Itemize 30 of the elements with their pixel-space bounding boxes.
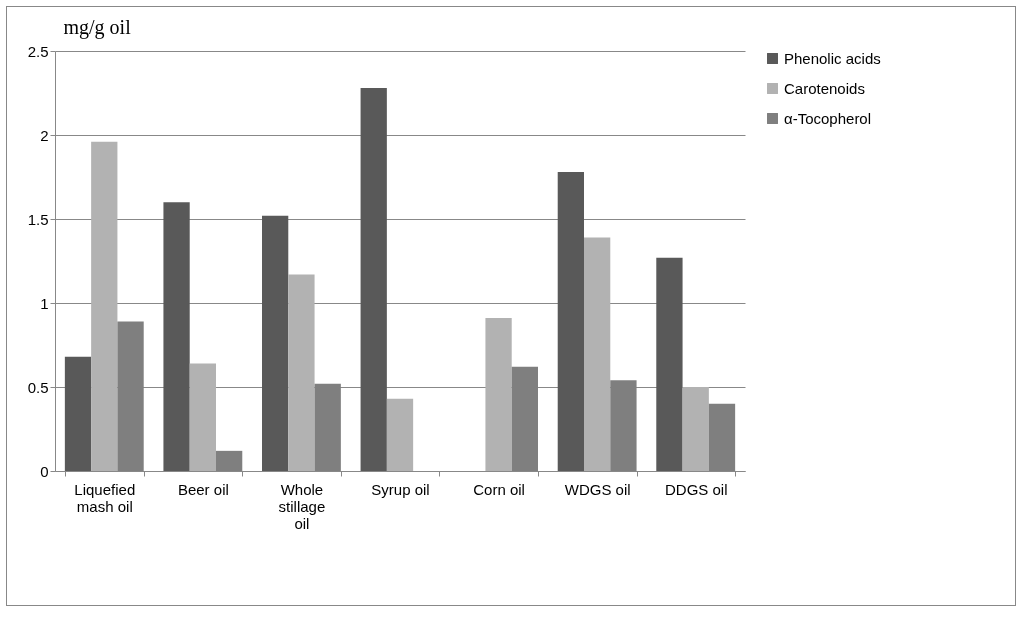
bar (557, 171, 584, 471)
bar (288, 274, 315, 471)
bar (386, 398, 414, 471)
legend-label: Carotenoids (784, 79, 865, 97)
bar (584, 237, 611, 471)
x-tick-label: Whole stillage oil (278, 480, 326, 532)
x-tick-label: Beer oil (177, 480, 229, 498)
bar (163, 202, 190, 471)
y-tick-label: 0.5 (27, 378, 49, 396)
bar (91, 141, 118, 471)
x-tick-label: Liquefied mash oil (74, 480, 136, 515)
x-tick-label: Corn oil (473, 480, 525, 498)
bar (64, 356, 92, 471)
y-tick-label: 2.5 (27, 42, 49, 60)
bar (485, 318, 512, 471)
y-tick-label: 2 (40, 126, 49, 144)
x-tick-label: WDGS oil (564, 480, 631, 498)
y-tick-label: 1 (40, 294, 49, 312)
legend-label: α-Tocopherol (784, 109, 872, 127)
x-tick-label: Syrup oil (371, 480, 430, 498)
y-axis-title: mg/g oil (63, 15, 132, 39)
y-tick-label: 0 (40, 462, 49, 480)
bar (360, 87, 387, 471)
legend-label: Phenolic acids (784, 49, 881, 67)
bar (656, 257, 683, 471)
bar (189, 363, 216, 471)
bar (262, 215, 289, 471)
bar (682, 387, 709, 471)
y-tick-label: 1.5 (27, 210, 49, 228)
x-tick-label: DDGS oil (664, 480, 728, 498)
